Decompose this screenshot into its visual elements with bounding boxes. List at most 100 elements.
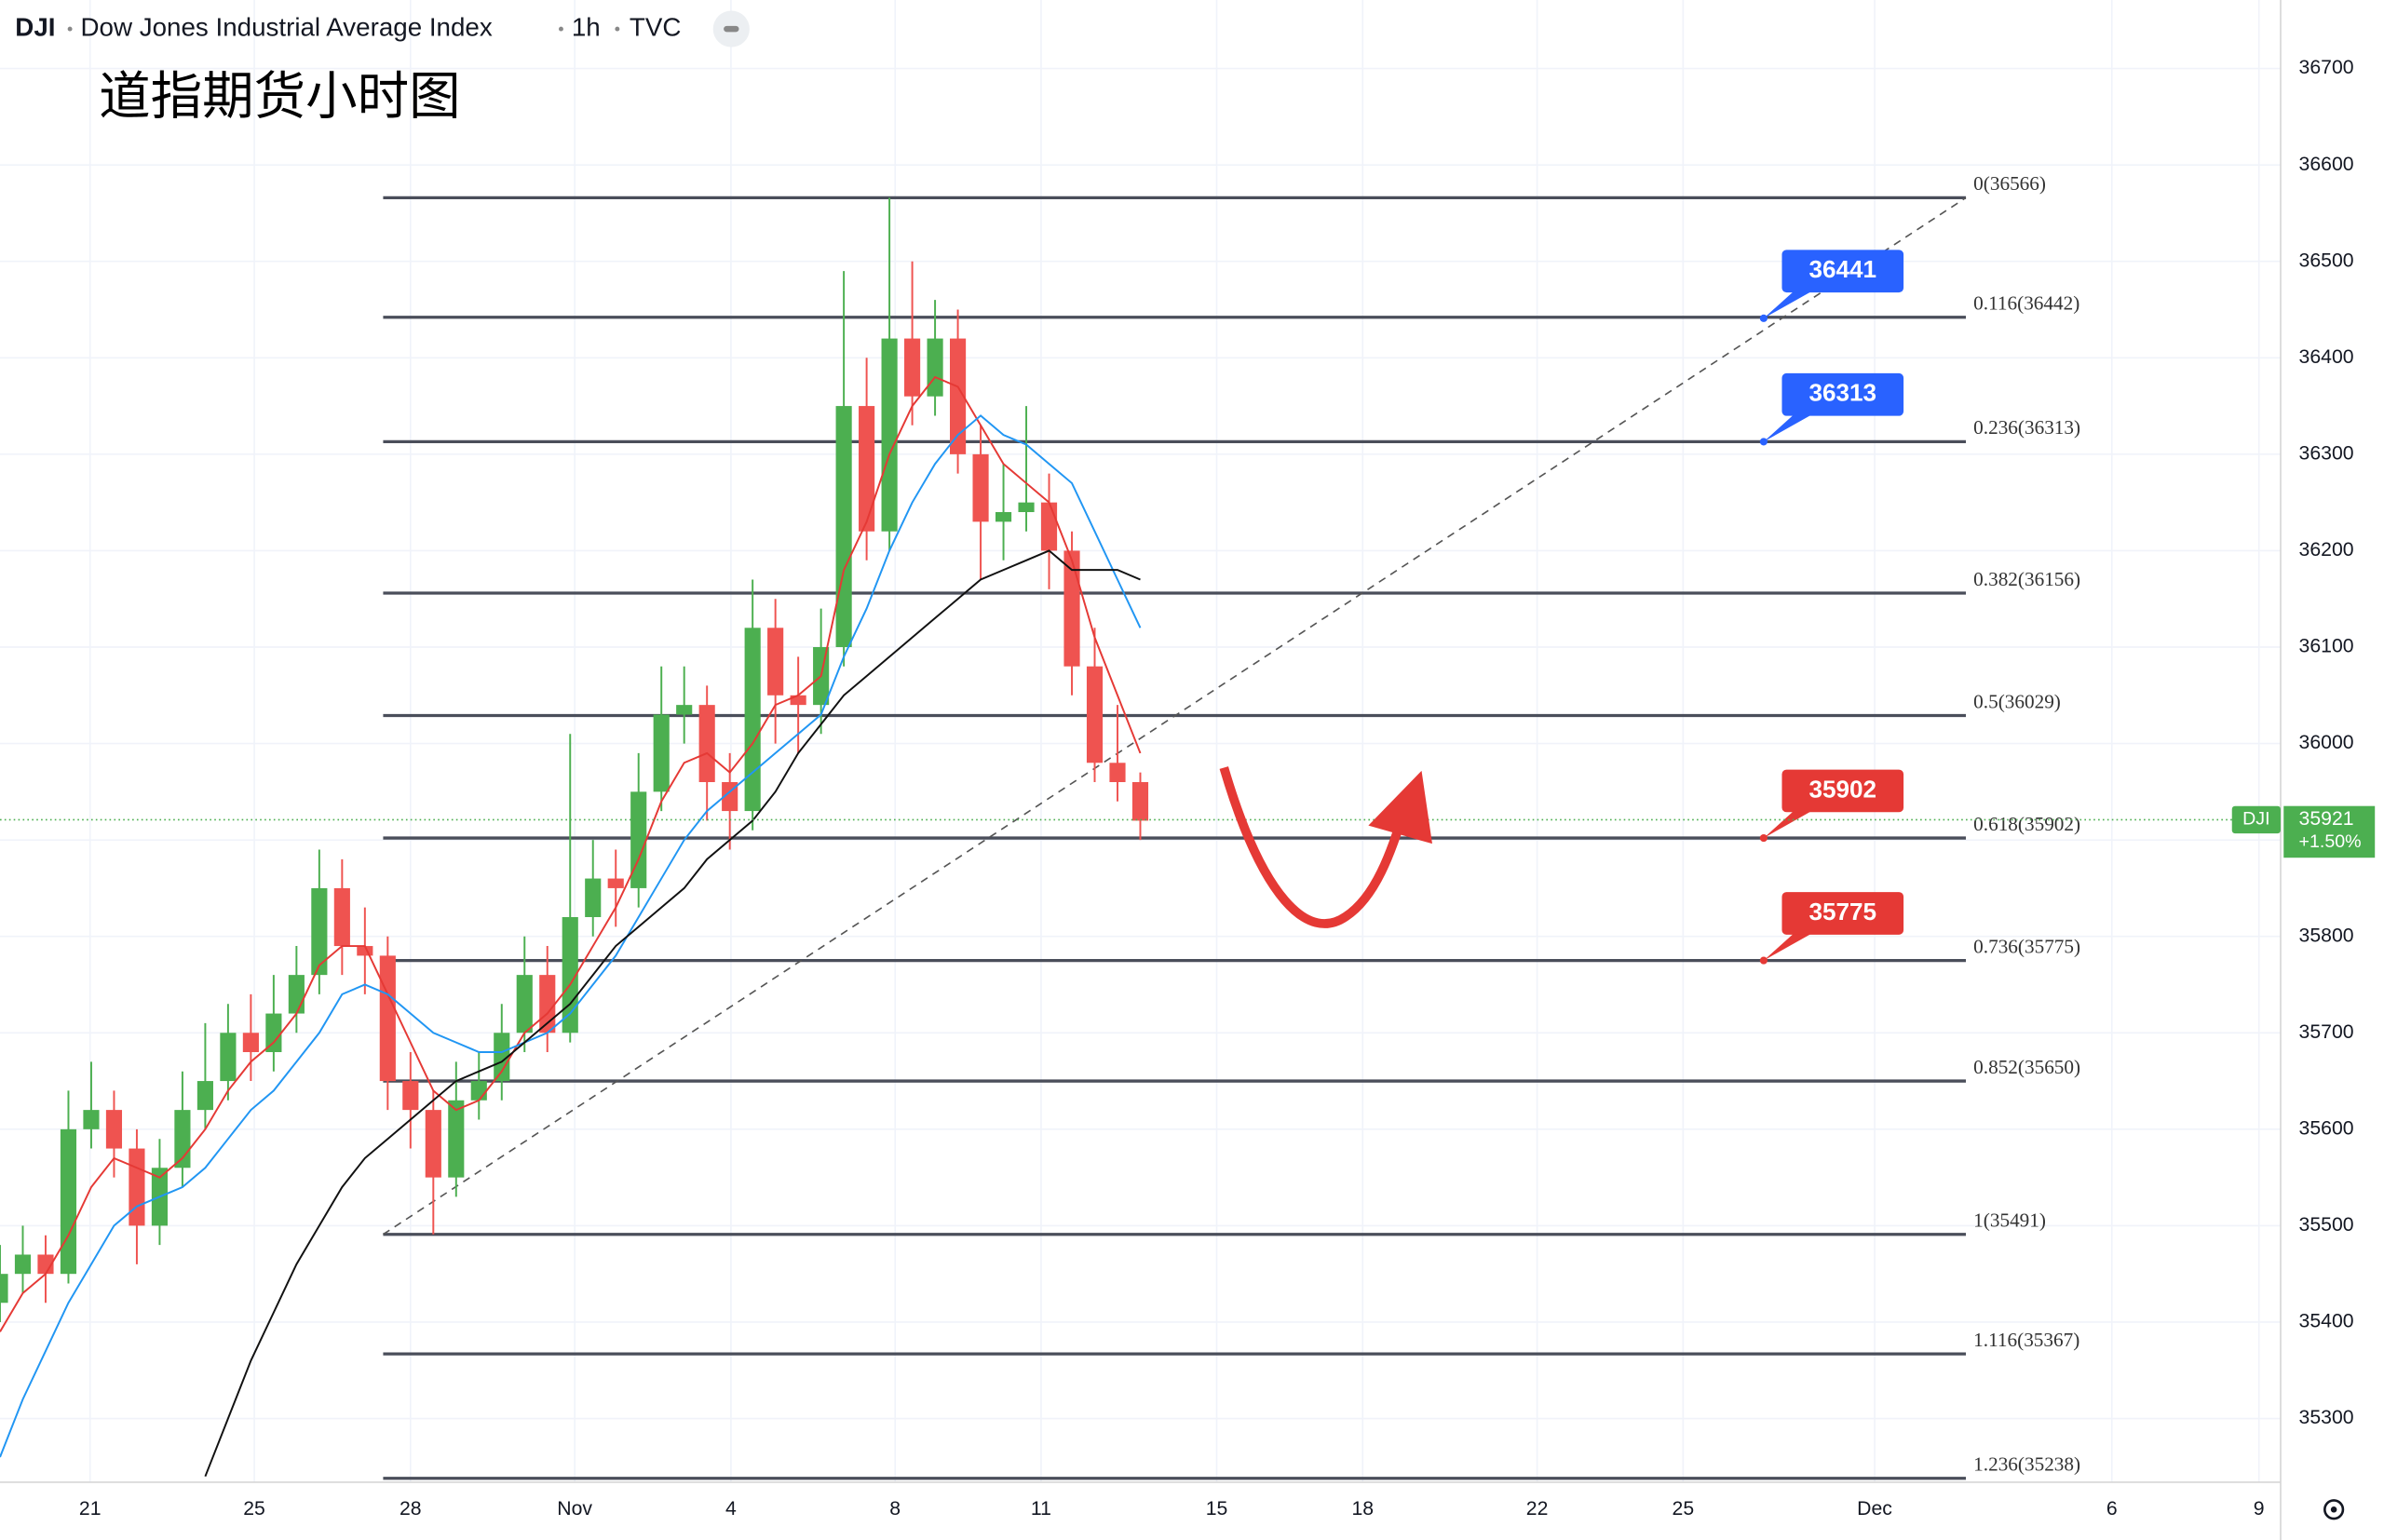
callout-label: 36441 <box>1808 255 1876 283</box>
fib-label: 0.236(36313) <box>1973 416 2080 439</box>
x-tick-label: Dec <box>1857 1498 1892 1520</box>
y-tick-label: 36300 <box>2299 442 2354 464</box>
candle-body <box>60 1128 77 1275</box>
forecast-arrow-head <box>1368 770 1432 844</box>
candle-body <box>1086 666 1104 763</box>
candle-body <box>585 878 602 917</box>
callout-label: 35902 <box>1808 775 1876 803</box>
y-tick-label: 36000 <box>2299 732 2354 753</box>
collapse-icon <box>724 25 739 33</box>
fib-label: 0.852(35650) <box>1973 1056 2080 1078</box>
settings-button[interactable] <box>2323 1499 2345 1520</box>
y-tick-label: 35300 <box>2299 1407 2354 1428</box>
trendline <box>382 196 1967 1236</box>
moving-average <box>0 375 1142 1332</box>
fib-label: 0.618(35902) <box>1973 813 2080 835</box>
candle-body <box>1040 502 1058 551</box>
y-tick-label: 36100 <box>2299 636 2354 657</box>
x-tick-label: 9 <box>2254 1498 2265 1520</box>
callout-pointer <box>1763 290 1813 318</box>
candle-body <box>242 1033 259 1052</box>
candle-body <box>881 338 898 532</box>
candle-body <box>14 1254 32 1275</box>
settings-icon <box>2323 1499 2345 1520</box>
candle-body <box>1063 550 1080 667</box>
forecast-arrow <box>1219 766 1408 928</box>
candle-body <box>676 705 693 715</box>
instrument-name: Dow Jones Industrial Average Index <box>81 12 493 41</box>
candle-body <box>0 1274 8 1304</box>
candle-body <box>425 1110 441 1178</box>
fib-label: 1.116(35367) <box>1973 1329 2079 1351</box>
separator <box>615 26 620 32</box>
fib-label: 1.236(35238) <box>1973 1453 2080 1476</box>
y-tick-label: 36200 <box>2299 539 2354 561</box>
candle-body <box>379 955 396 1082</box>
candle-body <box>470 1081 487 1101</box>
x-tick-label: 25 <box>1673 1498 1695 1520</box>
source: TVC <box>630 12 681 41</box>
x-tick-label: Nov <box>557 1498 592 1520</box>
candle-body <box>220 1033 237 1082</box>
plot: 0(36566) 0.116(36442) 0.236(36313) 0.382(36… <box>0 172 2281 1480</box>
last-price-symbol-box <box>2231 805 2281 834</box>
candle-body <box>972 453 989 522</box>
candle-body <box>1131 781 1149 821</box>
callout-label: 35775 <box>1808 898 1876 925</box>
candle-body <box>562 916 578 1033</box>
y-tick-label: 35800 <box>2299 925 2354 946</box>
x-tick-label: 6 <box>2106 1498 2118 1520</box>
candle-body <box>653 714 670 792</box>
fib-label: 0.116(36442) <box>1973 292 2079 315</box>
moving-average <box>204 549 1141 1478</box>
candle-body <box>630 791 647 888</box>
x-tick-label: 25 <box>243 1498 265 1520</box>
fib-label: 0(36566) <box>1973 172 2046 195</box>
callout-pointer <box>1763 810 1813 839</box>
symbol: DJI <box>15 12 55 41</box>
last-price-symbol: DJI <box>2242 809 2269 830</box>
candle-body <box>288 975 305 1014</box>
last-price-value: 35921 <box>2299 808 2354 830</box>
callout-box <box>1781 892 1904 935</box>
fib-label: 1(35491) <box>1973 1209 2046 1232</box>
candle-body <box>311 887 328 976</box>
callout-box <box>1781 769 1904 813</box>
y-tick-label: 36700 <box>2299 57 2354 78</box>
y-tick-label: 35400 <box>2299 1311 2354 1332</box>
candle-body <box>790 695 806 706</box>
candle-body <box>105 1110 123 1149</box>
y-tick-label: 35500 <box>2299 1214 2354 1236</box>
candle-body <box>516 975 533 1033</box>
callout-label: 36313 <box>1808 379 1876 407</box>
candle-body <box>196 1081 213 1111</box>
candle-body <box>767 628 784 696</box>
candle-body <box>950 338 967 454</box>
candle-body <box>744 628 761 812</box>
candle-body <box>835 406 852 648</box>
candle-body <box>357 946 373 956</box>
candle-body <box>859 406 875 532</box>
callout-pointer <box>1763 414 1813 442</box>
fib-label: 0.736(35775) <box>1973 935 2080 957</box>
candle-body <box>448 1100 465 1178</box>
candle-body <box>494 1033 510 1082</box>
separator <box>559 26 563 32</box>
candle-body <box>265 1013 282 1052</box>
x-tick-label: 28 <box>400 1498 422 1520</box>
last-price-box <box>2283 805 2376 858</box>
callout-box <box>1781 372 1904 416</box>
x-tick-label: 8 <box>889 1498 901 1520</box>
candle-body <box>129 1148 145 1226</box>
x-tick-label: 15 <box>1206 1498 1228 1520</box>
candle-body <box>1018 502 1035 513</box>
y-tick-label: 36500 <box>2299 250 2354 271</box>
y-tick-label: 35600 <box>2299 1117 2354 1139</box>
y-tick-label: 35700 <box>2299 1021 2354 1043</box>
candle-body <box>333 887 350 947</box>
candle-body <box>904 338 921 397</box>
x-tick-label: 22 <box>1526 1498 1549 1520</box>
